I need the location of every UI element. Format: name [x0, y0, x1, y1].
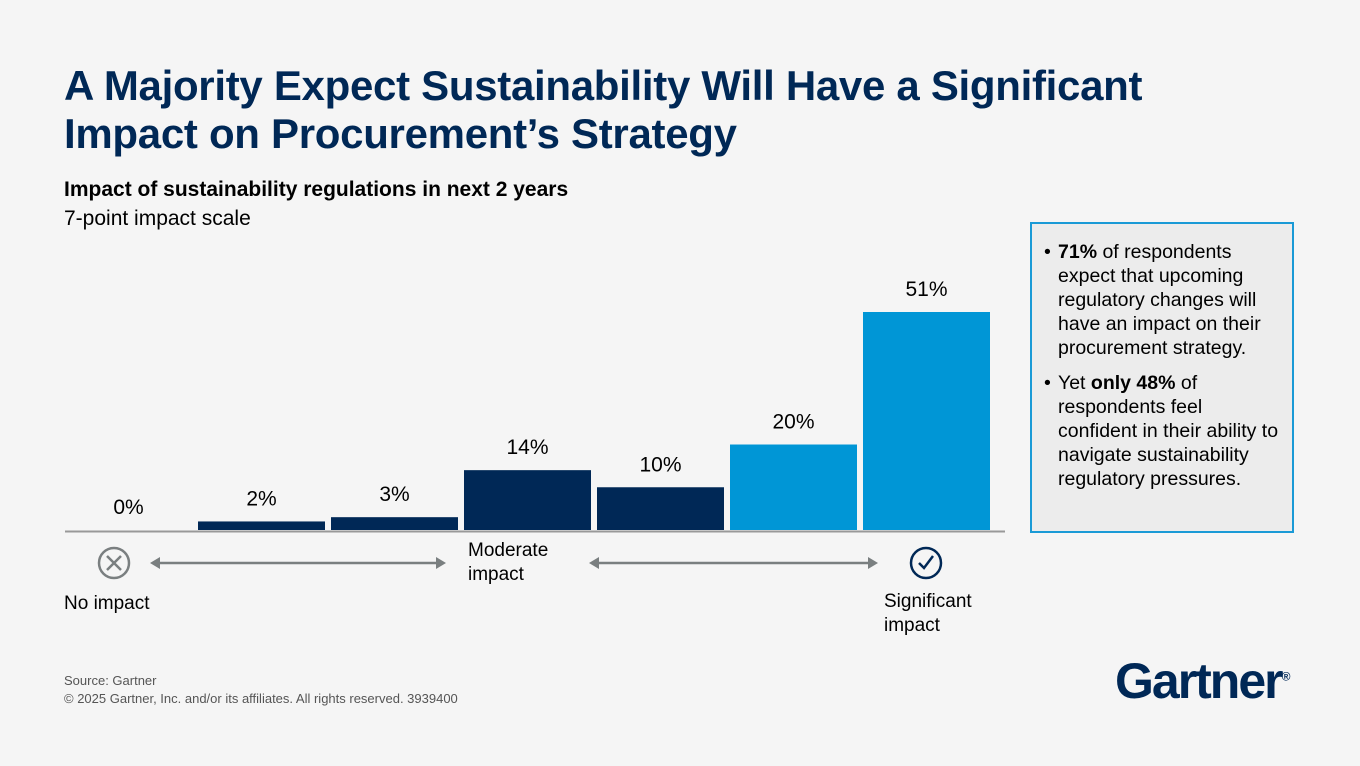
key-findings-callout: 71% of respondents expect that upcoming … — [1030, 222, 1294, 533]
left-arrow — [150, 557, 446, 569]
bar-7 — [863, 312, 990, 530]
chart-subtitle: 7-point impact scale — [64, 207, 251, 230]
data-label-6: 20% — [772, 411, 814, 434]
finding-item: Yet only 48% of respondents feel confide… — [1044, 371, 1282, 491]
registered-mark: ® — [1281, 669, 1291, 684]
finding-highlight: only 48% — [1090, 372, 1176, 394]
data-label-1: 0% — [113, 496, 143, 519]
x-circle-icon — [97, 546, 131, 580]
bar-2 — [198, 521, 325, 530]
copyright-note: © 2025 Gartner, Inc. and/or its affiliat… — [64, 691, 458, 706]
page-title: A Majority Expect Sustainability Will Ha… — [64, 62, 1143, 157]
finding-highlight: 71% — [1058, 241, 1098, 263]
axis-label-no-impact: No impact — [64, 593, 150, 614]
bar-chart: 0% 2% 3% 14% 10% 20% 51% — [65, 278, 1005, 580]
bar-5 — [597, 487, 724, 530]
right-arrow — [589, 557, 878, 569]
bar-3 — [331, 517, 458, 530]
axis-label-significant-impact: Significant impact — [884, 591, 972, 636]
logo-text: Gartner — [1115, 653, 1284, 709]
axis-label-moderate-impact: Moderate impact — [468, 540, 549, 585]
check-circle-icon — [909, 546, 943, 580]
data-label-5: 10% — [639, 453, 681, 476]
chart-title: Impact of sustainability regulations in … — [64, 178, 569, 201]
data-label-3: 3% — [379, 483, 409, 506]
finding-text: of respondents feel confident in their a… — [1058, 372, 1279, 490]
data-label-2: 2% — [246, 487, 276, 510]
source-note: Source: Gartner — [64, 673, 157, 688]
footer: Source: Gartner © 2025 Gartner, Inc. and… — [64, 672, 458, 708]
data-label-7: 51% — [905, 278, 947, 301]
bar-4 — [464, 470, 591, 530]
finding-prefix: Yet — [1058, 372, 1091, 394]
finding-text: of respondents expect that upcoming regu… — [1058, 241, 1261, 359]
finding-item: 71% of respondents expect that upcoming … — [1044, 240, 1282, 360]
gartner-logo: Gartner® — [1115, 652, 1290, 710]
data-label-4: 14% — [506, 436, 548, 459]
bar-6 — [730, 444, 857, 530]
